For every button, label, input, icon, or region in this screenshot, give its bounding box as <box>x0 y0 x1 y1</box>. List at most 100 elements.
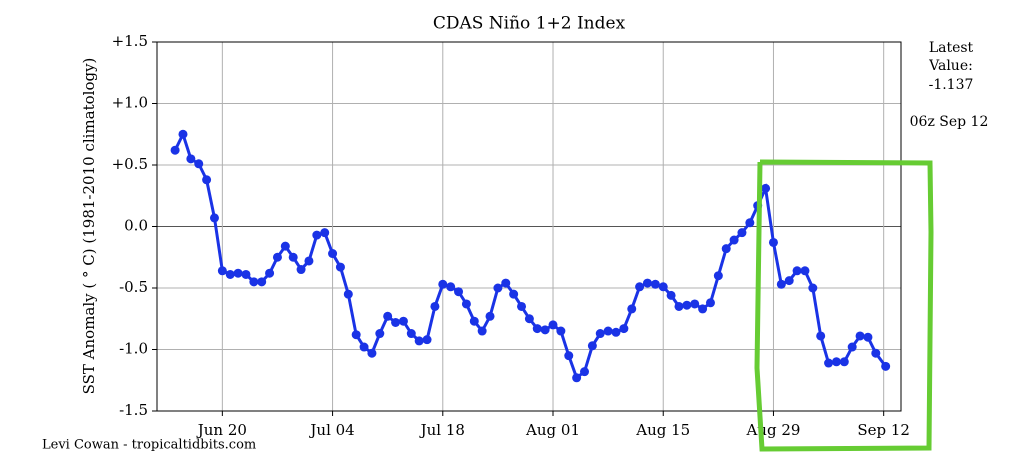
y-tick-label: +1.5 <box>112 32 148 50</box>
point <box>603 326 613 336</box>
point <box>863 332 873 342</box>
point <box>776 279 786 289</box>
point <box>881 361 891 371</box>
point <box>808 283 818 293</box>
point <box>847 342 857 352</box>
latest-value: -1.137 <box>929 77 974 93</box>
plot-area: +1.5 +1.0 +0.5 0.0 -0.5 -1.0 -1.5 Jun 20 Jul 04 J… <box>112 32 910 439</box>
point <box>580 367 590 377</box>
point <box>304 256 314 266</box>
point <box>642 278 652 288</box>
point <box>650 279 660 289</box>
point <box>619 324 629 334</box>
point <box>855 331 865 341</box>
point <box>532 324 542 334</box>
point <box>328 249 338 259</box>
point <box>761 183 771 193</box>
point <box>225 269 235 279</box>
point <box>524 314 534 324</box>
point <box>690 299 700 309</box>
x-tick-label: Jul 18 <box>419 421 465 439</box>
point <box>359 342 369 352</box>
point <box>414 336 424 346</box>
point <box>729 235 739 245</box>
point <box>635 282 645 292</box>
point <box>800 266 810 276</box>
point <box>461 299 471 309</box>
point <box>422 335 432 345</box>
point <box>627 304 637 314</box>
point <box>485 311 495 321</box>
y-tick-label: -1.5 <box>119 401 148 419</box>
x-tick-label: Jul 04 <box>308 421 354 439</box>
point <box>280 241 290 251</box>
point <box>556 326 566 336</box>
y-tick-label: +0.5 <box>112 155 148 173</box>
point <box>209 213 219 223</box>
point <box>170 145 180 155</box>
point <box>839 357 849 367</box>
point <box>265 268 275 278</box>
point <box>272 252 282 262</box>
point <box>320 228 330 238</box>
point <box>611 327 621 337</box>
point <box>595 329 605 339</box>
point <box>477 326 487 336</box>
point <box>674 301 684 311</box>
point <box>257 277 267 287</box>
point <box>564 351 574 361</box>
point <box>454 287 464 297</box>
point <box>398 316 408 326</box>
y-tick-label: 0.0 <box>124 217 148 235</box>
point <box>517 301 527 311</box>
x-tick-label: Aug 15 <box>635 421 690 439</box>
point <box>792 266 802 276</box>
point <box>186 154 196 164</box>
point <box>713 271 723 281</box>
point <box>202 175 212 185</box>
point <box>871 348 881 358</box>
point <box>816 331 826 341</box>
y-axis-label: SST Anomaly ( ° C) (1981-2010 climatolog… <box>80 58 98 395</box>
point <box>698 304 708 314</box>
point <box>572 373 582 383</box>
point <box>335 262 345 272</box>
point <box>288 252 298 262</box>
point <box>548 320 558 330</box>
point <box>241 269 251 279</box>
y-tick-label: -1.0 <box>119 340 148 358</box>
point <box>430 301 440 311</box>
point <box>493 283 503 293</box>
chart-title: CDAS Niño 1+2 Index <box>433 14 626 34</box>
point <box>391 317 401 327</box>
point <box>406 329 416 339</box>
point <box>658 282 668 292</box>
point <box>178 129 188 139</box>
x-tick-label: Aug 29 <box>745 421 800 439</box>
point <box>367 348 377 358</box>
highlight-box <box>754 159 934 452</box>
latest-label: Latest <box>929 40 974 56</box>
point <box>446 282 456 292</box>
point <box>469 316 479 326</box>
x-tick-label: Jun 20 <box>196 421 247 439</box>
latest-label: Value: <box>928 58 973 74</box>
point <box>824 358 834 368</box>
point <box>194 159 204 169</box>
point <box>375 329 385 339</box>
point <box>737 228 747 238</box>
plot-frame <box>156 41 902 412</box>
point <box>351 330 361 340</box>
point <box>768 237 778 247</box>
point <box>217 266 227 276</box>
y-tick-label: +1.0 <box>112 94 148 112</box>
point <box>312 230 322 240</box>
point <box>587 341 597 351</box>
x-tick-label: Sep 12 <box>857 421 910 439</box>
point <box>666 290 676 300</box>
point <box>682 300 692 310</box>
credit: Levi Cowan - tropicaltidbits.com <box>42 438 256 453</box>
point <box>540 325 550 335</box>
point <box>249 277 259 287</box>
